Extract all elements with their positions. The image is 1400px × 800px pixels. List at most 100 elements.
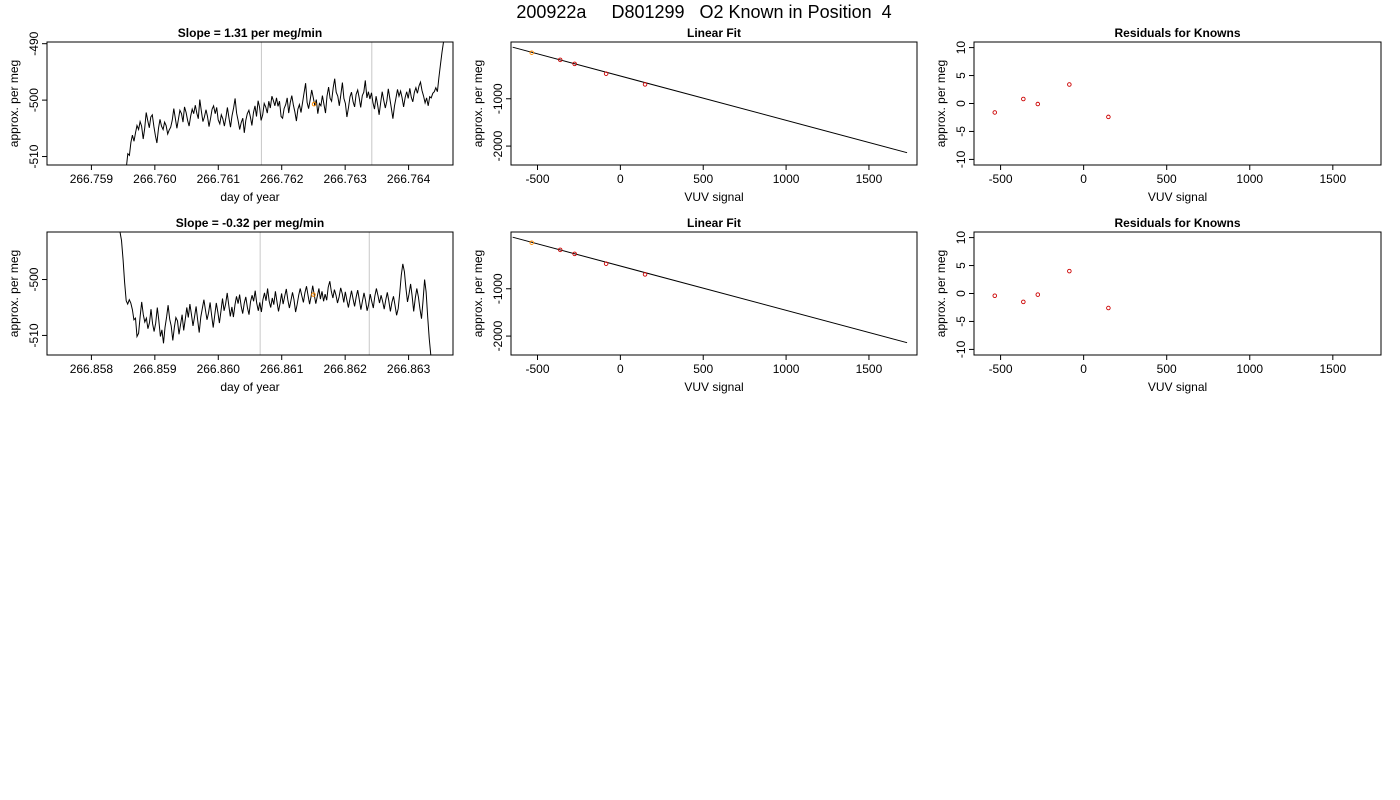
data-point	[603, 261, 609, 266]
panel-title: Slope = 1.31 per meg/min	[178, 26, 322, 40]
x-tick-label: 1000	[773, 362, 800, 376]
highlight-point	[311, 292, 316, 297]
panel-fit2: Linear Fit -500 0 500 1000 1500 -1000 -2000 VUV …	[471, 216, 918, 394]
y-tick-label: -490	[27, 31, 41, 55]
y-tick-label: 0	[954, 290, 968, 297]
plot-frame	[973, 41, 1382, 166]
data-point	[1067, 268, 1072, 274]
panel-title: Linear Fit	[687, 26, 741, 40]
x-tick-label: -500	[989, 172, 1013, 186]
highlight-point	[311, 101, 317, 107]
x-tick-label: 0	[617, 172, 624, 186]
data-point	[1106, 114, 1111, 120]
x-tick-label: 0	[1080, 172, 1087, 186]
y-tick-label: 5	[954, 72, 968, 79]
y-tick-label: -510	[27, 323, 41, 347]
data-point	[603, 71, 609, 76]
y-tick-label: -1000	[491, 83, 505, 114]
x-axis-label: day of year	[220, 380, 279, 394]
x-tick-label: 1000	[1236, 172, 1263, 186]
data-point	[642, 82, 648, 87]
y-tick-label: -500	[27, 267, 41, 291]
x-tick-label: -500	[525, 362, 549, 376]
x-tick-label: 266.764	[387, 172, 431, 186]
series-line	[119, 232, 432, 355]
data-point	[529, 240, 534, 245]
x-tick-label: 1000	[773, 172, 800, 186]
x-axis-label: VUV signal	[1148, 190, 1207, 204]
x-tick-label: 500	[693, 172, 713, 186]
data-point	[1106, 305, 1111, 311]
fit-line	[512, 46, 908, 154]
data-point	[557, 57, 563, 63]
y-axis-label: approx. per meg	[934, 250, 948, 337]
x-axis-label: day of year	[220, 190, 279, 204]
panel-title: Residuals for Knowns	[1114, 216, 1240, 230]
plot-area	[992, 82, 1111, 120]
data-point	[1035, 292, 1041, 297]
x-tick-label: 266.760	[133, 172, 177, 186]
panel-res1: Residuals for Knowns -500 0 500 1000 1500 10 5 0…	[934, 26, 1382, 204]
y-tick-label: -5	[954, 316, 968, 327]
x-tick-label: 266.759	[70, 172, 114, 186]
y-axis-label: approx. per meg	[7, 60, 21, 147]
plot-area	[512, 46, 908, 154]
data-point	[642, 272, 648, 277]
panel-title: Linear Fit	[687, 216, 741, 230]
x-tick-label: 266.862	[323, 362, 367, 376]
panel-res2: Residuals for Knowns -500 0 500 1000 1500 10 5 0…	[934, 216, 1382, 394]
x-axis-label: VUV signal	[684, 190, 743, 204]
data-point	[1021, 299, 1026, 305]
plot-frame	[510, 41, 918, 166]
data-point	[992, 110, 998, 115]
x-tick-label: 1500	[856, 172, 883, 186]
plot-area	[512, 236, 908, 344]
y-tick-label: -10	[954, 340, 968, 358]
data-point	[557, 247, 563, 253]
x-tick-label: 266.761	[197, 172, 241, 186]
x-tick-label: 1500	[1319, 362, 1346, 376]
y-axis-label: approx. per meg	[471, 250, 485, 337]
y-tick-label: 0	[954, 100, 968, 107]
page-title: 200922a D801299 O2 Known in Position 4	[516, 2, 892, 22]
plot-frame	[510, 231, 918, 356]
plot-frame	[973, 231, 1382, 356]
data-point	[1067, 82, 1072, 87]
data-point	[572, 61, 577, 67]
x-tick-label: 500	[1157, 172, 1177, 186]
plot-area	[119, 232, 432, 355]
y-tick-label: -10	[954, 150, 968, 168]
y-tick-label: 5	[954, 262, 968, 269]
x-tick-label: 0	[617, 362, 624, 376]
data-point	[529, 50, 534, 55]
data-point	[992, 293, 998, 298]
x-tick-label: 500	[1157, 362, 1177, 376]
fit-line	[512, 236, 908, 344]
x-tick-label: 1000	[1236, 362, 1263, 376]
y-axis-label: approx. per meg	[7, 250, 21, 337]
y-tick-label: -510	[27, 144, 41, 168]
x-axis-label: VUV signal	[684, 380, 743, 394]
y-axis-label: approx. per meg	[471, 60, 485, 147]
x-tick-label: 1500	[856, 362, 883, 376]
plot-frame	[46, 41, 454, 166]
x-axis-label: VUV signal	[1148, 380, 1207, 394]
x-tick-label: 1500	[1319, 172, 1346, 186]
panel-title: Slope = -0.32 per meg/min	[176, 216, 324, 230]
plot-area	[992, 268, 1111, 311]
panel-title: Residuals for Knowns	[1114, 26, 1240, 40]
plot-frame	[46, 231, 454, 356]
y-axis-label: approx. per meg	[934, 60, 948, 147]
data-point	[1021, 96, 1026, 102]
x-tick-label: 266.858	[70, 362, 114, 376]
y-tick-label: -1000	[491, 273, 505, 304]
x-tick-label: 266.763	[323, 172, 367, 186]
y-tick-label: -500	[27, 88, 41, 112]
x-tick-label: 266.863	[387, 362, 431, 376]
y-tick-label: 10	[954, 231, 968, 245]
x-tick-label: -500	[525, 172, 549, 186]
x-tick-label: 266.860	[197, 362, 241, 376]
y-tick-label: 10	[954, 41, 968, 55]
y-tick-label: -2000	[491, 320, 505, 351]
